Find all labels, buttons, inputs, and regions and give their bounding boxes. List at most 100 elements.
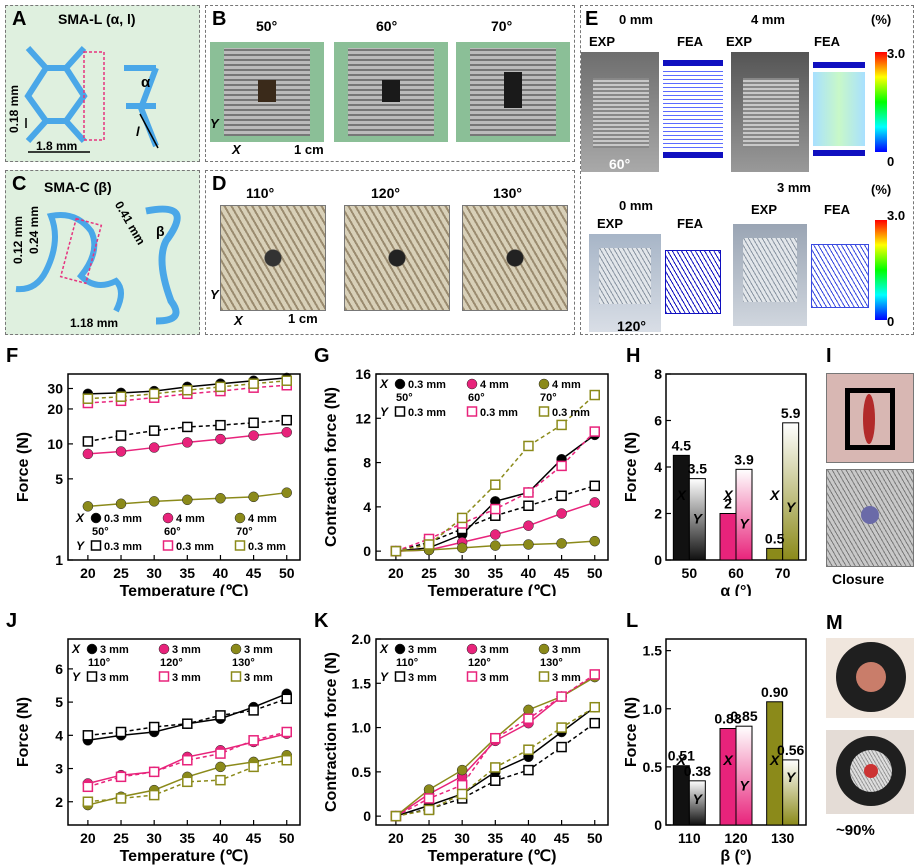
fea-image bbox=[813, 62, 865, 158]
bar-y bbox=[735, 468, 753, 561]
data-point bbox=[215, 493, 226, 504]
legend-label: 3 mm bbox=[100, 672, 129, 684]
data-point bbox=[215, 381, 226, 393]
data-point bbox=[456, 788, 468, 800]
legend-label: 3 mm bbox=[244, 644, 273, 656]
data-point bbox=[589, 717, 600, 729]
data-point bbox=[182, 421, 193, 433]
data-point bbox=[82, 448, 94, 460]
data-point bbox=[248, 705, 259, 716]
y-tick-label: 6 bbox=[654, 413, 662, 429]
mesh-photo bbox=[456, 42, 570, 142]
x-tick-label: 30 bbox=[146, 830, 162, 846]
data-point bbox=[589, 497, 600, 508]
fea-label: FEA bbox=[677, 34, 703, 49]
panel-letter: B bbox=[212, 8, 227, 30]
panel-letter: J bbox=[6, 610, 17, 632]
legend-marker bbox=[466, 643, 478, 655]
y-tick-label: 16 bbox=[355, 366, 371, 382]
data-point bbox=[490, 479, 501, 490]
legend-prefix: X bbox=[379, 642, 389, 656]
data-point bbox=[523, 704, 534, 716]
x-tick-label: 50 bbox=[279, 565, 295, 581]
data-point bbox=[423, 784, 435, 795]
axis-y-label: Y bbox=[210, 287, 219, 302]
data-point bbox=[490, 762, 501, 773]
data-point bbox=[115, 391, 127, 402]
legend-marker bbox=[234, 540, 246, 551]
x-tick-label: 40 bbox=[213, 565, 229, 581]
x-tick-label: 45 bbox=[246, 830, 262, 846]
data-point bbox=[248, 378, 259, 389]
legend-label: 0.3 mm bbox=[552, 407, 590, 419]
x-tick-label: 40 bbox=[521, 830, 537, 846]
beta-label: β bbox=[156, 223, 165, 239]
angle-label: 110° bbox=[246, 185, 275, 201]
panel-letter: K bbox=[314, 610, 329, 632]
colorbar-max: 3.0 bbox=[887, 208, 906, 223]
exp-photo bbox=[731, 52, 809, 172]
data-point bbox=[215, 710, 226, 721]
panel-b: B 50° 60° 70° Y X 1 cm bbox=[205, 5, 575, 162]
x-tick-label: 30 bbox=[454, 830, 470, 846]
bar-series-label: X bbox=[769, 487, 781, 503]
sma-l-schematic bbox=[24, 45, 159, 153]
panel-letter: F bbox=[6, 345, 18, 367]
panel-d: D 110° 120° 130° Y X 1 cm bbox=[205, 170, 575, 335]
y-tick-label: 0.5 bbox=[643, 759, 663, 775]
data-point bbox=[589, 389, 600, 401]
data-point bbox=[148, 496, 160, 507]
bar-value-label: 0.5 bbox=[765, 530, 785, 546]
angle-label: 60° bbox=[609, 156, 631, 172]
bar-series-label: Y bbox=[693, 510, 704, 526]
legend-marker bbox=[466, 378, 478, 390]
y-tick-label: 30 bbox=[47, 381, 63, 397]
data-point bbox=[115, 771, 127, 783]
chart-f: F 20 25 30 35 40 45 50 1 5 10 20 30 Temperature (℃) Fo… bbox=[6, 345, 301, 596]
legend-marker bbox=[538, 671, 550, 682]
bar-series-label: Y bbox=[739, 515, 750, 531]
legend-marker bbox=[394, 378, 406, 390]
bar-y bbox=[735, 725, 753, 826]
data-point bbox=[523, 487, 534, 498]
x-axis-label: β (°) bbox=[720, 848, 751, 865]
data-point bbox=[390, 545, 402, 557]
alpha-label: α bbox=[141, 74, 151, 91]
x-tick-label: 35 bbox=[180, 565, 196, 581]
legend-marker bbox=[466, 671, 478, 682]
angle-label: 120° bbox=[371, 185, 400, 201]
x-tick-label: 35 bbox=[488, 565, 504, 581]
y-tick-label: 3 bbox=[55, 761, 63, 777]
data-point bbox=[589, 701, 600, 713]
panel-e: E 0 mm 4 mm EXP FEA EXP FEA (%) 3.0 0 60… bbox=[580, 5, 914, 335]
panel-letter: D bbox=[212, 173, 227, 195]
data-point bbox=[248, 761, 259, 773]
x-tick-label: 25 bbox=[421, 565, 437, 581]
y-tick-label: 1.0 bbox=[643, 701, 663, 717]
x-tick-label: 45 bbox=[554, 830, 570, 846]
legend-prefix: Y bbox=[380, 405, 389, 419]
data-point bbox=[248, 417, 259, 429]
bar-series-label: Y bbox=[739, 777, 750, 793]
closure-photo bbox=[826, 469, 914, 567]
data-point bbox=[556, 691, 567, 702]
legend-angle: 60° bbox=[468, 392, 485, 404]
panel-letter: A bbox=[12, 8, 27, 30]
data-point bbox=[423, 804, 435, 816]
data-point bbox=[523, 500, 534, 511]
legend-angle: 70° bbox=[540, 392, 557, 404]
legend-angle: 130° bbox=[232, 657, 255, 669]
legend-label: 3 mm bbox=[480, 672, 509, 684]
legend-angle: 120° bbox=[160, 657, 183, 669]
legend-label: 0.3 mm bbox=[176, 541, 214, 553]
x-tick-label: 25 bbox=[421, 830, 437, 846]
data-point bbox=[589, 669, 600, 680]
data-point bbox=[115, 726, 127, 738]
legend-marker bbox=[86, 671, 98, 682]
bar-series-label: X bbox=[722, 487, 734, 503]
colorbar-max: 3.0 bbox=[887, 46, 906, 61]
data-point bbox=[423, 539, 435, 550]
dim-label: 1.18 mm bbox=[70, 316, 119, 330]
displacement-label: 0 mm bbox=[619, 12, 653, 27]
data-point bbox=[490, 503, 501, 515]
